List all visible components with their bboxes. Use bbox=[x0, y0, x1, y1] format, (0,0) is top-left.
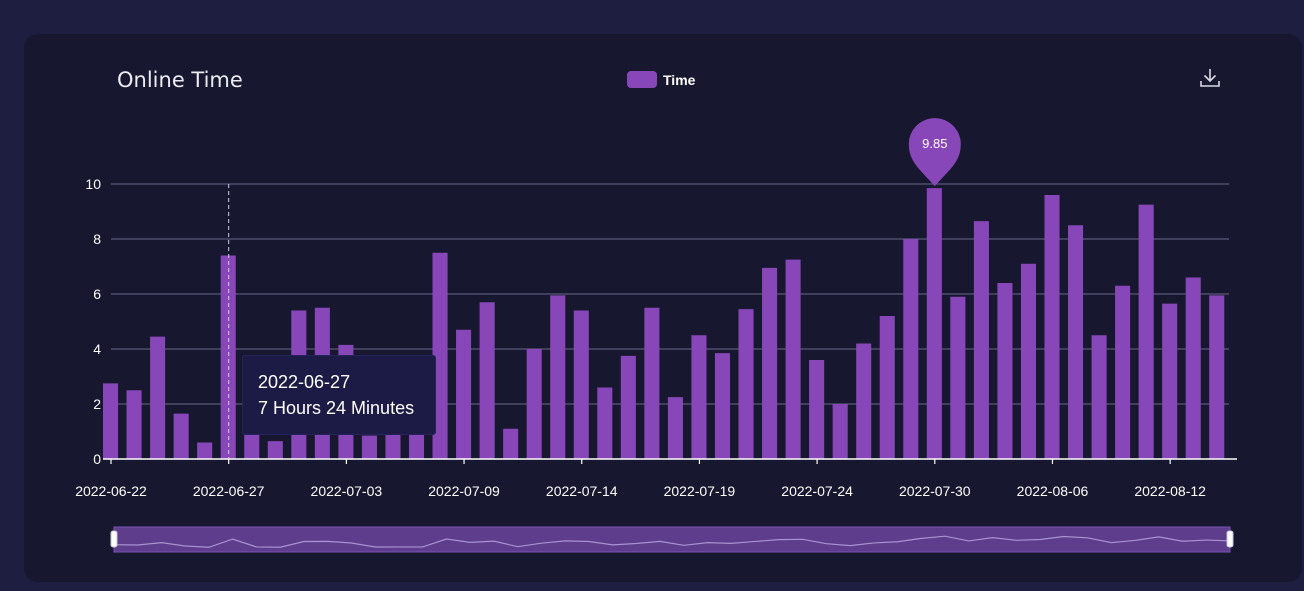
bar[interactable] bbox=[1115, 285, 1131, 459]
x-tick-label: 2022-06-27 bbox=[193, 483, 265, 499]
bar[interactable] bbox=[667, 397, 683, 459]
bar[interactable] bbox=[762, 267, 778, 459]
bar[interactable] bbox=[597, 387, 613, 460]
bar[interactable] bbox=[267, 441, 283, 459]
tooltip-value: 7 Hours 24 Minutes bbox=[258, 398, 415, 418]
x-tick-label: 2022-07-19 bbox=[664, 483, 736, 499]
legend-item-time[interactable]: Time bbox=[627, 71, 695, 88]
bar[interactable] bbox=[738, 309, 754, 459]
max-marker-label: 9.85 bbox=[922, 136, 947, 151]
y-tick-label: 8 bbox=[93, 231, 101, 247]
bar[interactable] bbox=[950, 296, 966, 459]
bar[interactable] bbox=[526, 349, 542, 459]
bar[interactable] bbox=[126, 390, 142, 459]
legend-swatch bbox=[627, 71, 657, 88]
bar[interactable] bbox=[150, 336, 166, 459]
bar[interactable] bbox=[1138, 204, 1154, 459]
bar[interactable] bbox=[856, 343, 872, 460]
tooltip: 2022-06-27 7 Hours 24 Minutes bbox=[242, 355, 436, 435]
x-tick-label: 2022-07-09 bbox=[428, 483, 500, 499]
x-tick-label: 2022-07-24 bbox=[781, 483, 853, 499]
chart-card bbox=[24, 34, 1302, 582]
bar[interactable] bbox=[408, 434, 425, 459]
bar[interactable] bbox=[103, 383, 119, 459]
bar[interactable] bbox=[903, 239, 919, 459]
bar[interactable] bbox=[973, 221, 989, 459]
bar[interactable] bbox=[503, 428, 519, 459]
zoom-slider-handle-left[interactable] bbox=[110, 530, 118, 548]
download-icon[interactable] bbox=[1198, 66, 1222, 90]
bar[interactable] bbox=[456, 329, 472, 459]
x-tick-label: 2022-07-14 bbox=[546, 483, 618, 499]
bar[interactable] bbox=[1091, 335, 1107, 459]
bar[interactable] bbox=[550, 295, 566, 459]
x-tick-label: 2022-08-12 bbox=[1134, 483, 1206, 499]
y-tick-label: 10 bbox=[85, 176, 101, 192]
bar[interactable] bbox=[691, 335, 707, 459]
bar[interactable] bbox=[244, 434, 260, 459]
bar[interactable] bbox=[173, 413, 189, 459]
bar[interactable] bbox=[809, 360, 825, 459]
bar[interactable] bbox=[644, 307, 660, 459]
bar[interactable] bbox=[197, 442, 213, 460]
bar[interactable] bbox=[620, 355, 636, 459]
zoom-slider-handle-right[interactable] bbox=[1226, 530, 1234, 548]
bar[interactable] bbox=[1162, 303, 1178, 459]
bar[interactable] bbox=[1209, 295, 1225, 459]
bar[interactable] bbox=[1020, 263, 1037, 459]
bar[interactable] bbox=[432, 252, 448, 459]
bar[interactable] bbox=[832, 404, 848, 459]
bar[interactable] bbox=[220, 255, 236, 460]
y-tick-label: 4 bbox=[93, 341, 101, 357]
zoom-slider-preview-line bbox=[113, 535, 1231, 548]
bar[interactable] bbox=[714, 353, 731, 459]
bar[interactable] bbox=[479, 302, 495, 459]
bar[interactable] bbox=[1068, 225, 1084, 459]
legend-label: Time bbox=[663, 71, 696, 88]
bar[interactable] bbox=[385, 434, 401, 459]
tooltip-date: 2022-06-27 bbox=[258, 372, 351, 392]
bar[interactable] bbox=[361, 435, 377, 459]
x-tick-label: 2022-07-03 bbox=[311, 483, 383, 499]
x-tick-label: 2022-07-30 bbox=[899, 483, 971, 499]
bar[interactable] bbox=[785, 259, 801, 459]
y-tick-label: 2 bbox=[93, 396, 101, 412]
bar[interactable] bbox=[926, 188, 942, 459]
bar[interactable] bbox=[1185, 277, 1201, 460]
y-tick-label: 0 bbox=[93, 451, 101, 467]
x-tick-label: 2022-06-22 bbox=[75, 483, 147, 499]
bar[interactable] bbox=[573, 310, 589, 460]
y-tick-label: 6 bbox=[93, 286, 101, 302]
chart-title: Online Time bbox=[117, 68, 243, 92]
bar[interactable] bbox=[997, 283, 1013, 459]
bar[interactable] bbox=[1044, 195, 1060, 459]
x-tick-label: 2022-08-06 bbox=[1017, 483, 1089, 499]
zoom-slider-track[interactable] bbox=[113, 526, 1231, 553]
bar[interactable] bbox=[879, 316, 895, 459]
max-marker-pin bbox=[908, 118, 961, 187]
